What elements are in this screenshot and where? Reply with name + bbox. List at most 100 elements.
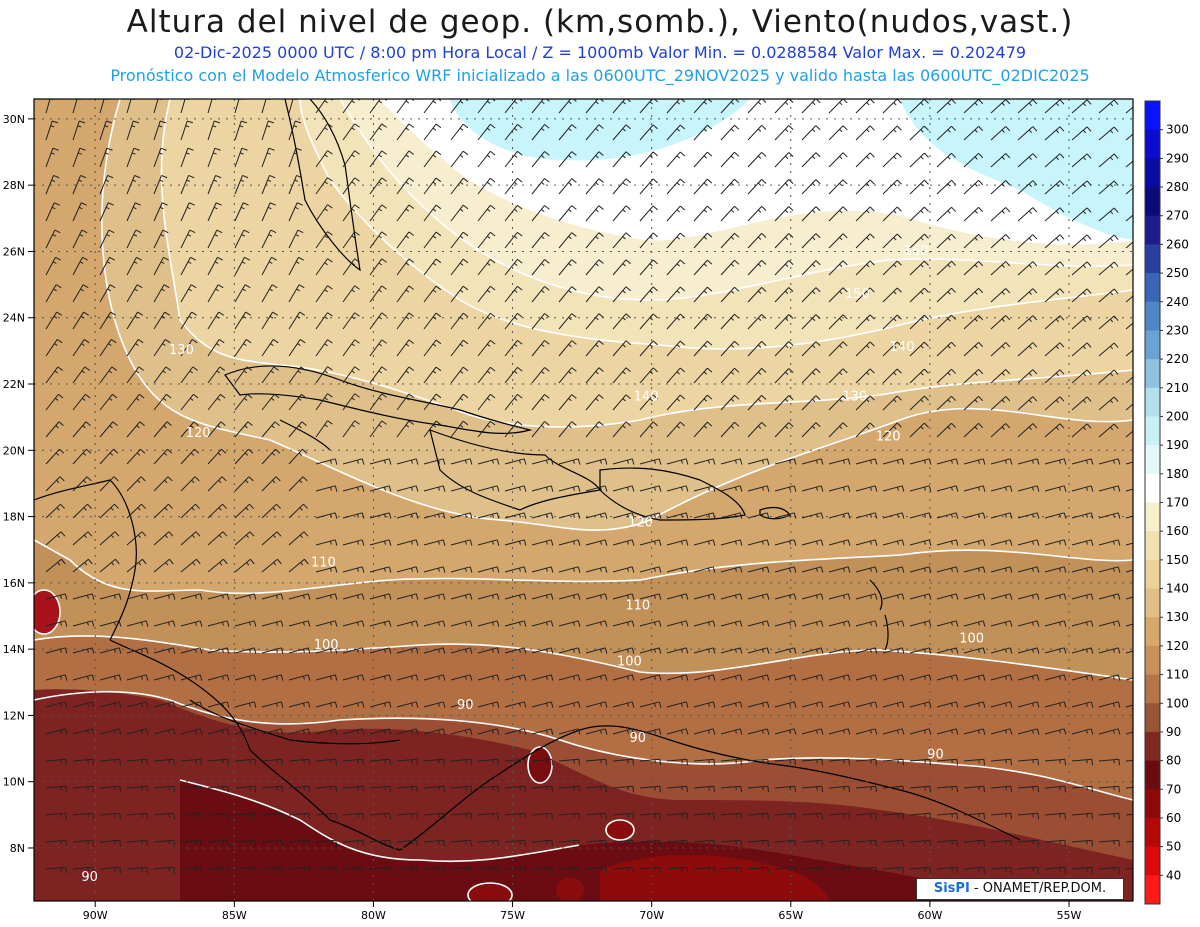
colorbar-swatch — [1145, 244, 1160, 274]
contour-label: 130 — [169, 343, 194, 358]
colorbar-swatch — [1145, 359, 1160, 389]
credit-text: - ONAMET/REP.DOM. — [969, 881, 1107, 896]
colorbar-label: 90 — [1166, 725, 1181, 739]
colorbar-swatch — [1145, 330, 1160, 360]
contour-labels: 160 150 140 140 130 130 120 120 120 110 110 100 100 1… — [81, 244, 984, 885]
contour-label: 100 — [314, 638, 339, 653]
colorbar-label: 220 — [1166, 352, 1189, 366]
lat-label-30n: 30N — [3, 113, 25, 126]
lat-label-14n: 14N — [3, 643, 25, 656]
colorbar-label: 250 — [1166, 266, 1189, 280]
lat-label-18n: 18N — [3, 511, 25, 524]
credit-box: SisPI - ONAMET/REP.DOM. — [916, 878, 1124, 900]
contour-label: 100 — [959, 632, 984, 647]
lon-label-60w: 60W — [917, 909, 942, 922]
colorbar-label: 190 — [1166, 438, 1189, 452]
latitude-labels: 30N 28N 26N 24N 22N 20N 18N 16N 14N 12N 10N 8N — [3, 113, 34, 855]
lon-label-85w: 85W — [222, 909, 247, 922]
colorbar-swatch — [1145, 215, 1160, 245]
colorbar-label: 260 — [1166, 237, 1189, 251]
contour-label: 90 — [629, 731, 646, 746]
lat-label-8n: 8N — [10, 842, 25, 855]
colorbar-swatch — [1145, 502, 1160, 532]
colorbar-label: 160 — [1166, 524, 1189, 538]
contour-label: 90 — [927, 747, 944, 762]
lat-lon-grid — [34, 99, 1133, 901]
credit-brand: SisPI — [933, 881, 970, 896]
contour-label: 110 — [311, 555, 336, 570]
colorbar-swatch — [1145, 674, 1160, 704]
colorbar-label: 280 — [1166, 180, 1189, 194]
colorbar-swatch — [1145, 473, 1160, 503]
map-frame — [33, 98, 1134, 902]
lon-label-65w: 65W — [778, 909, 803, 922]
colorbar-label: 270 — [1166, 209, 1189, 223]
colorbar-label: 180 — [1166, 467, 1189, 481]
colorbar-swatch — [1145, 789, 1160, 819]
lon-label-70w: 70W — [639, 909, 664, 922]
lat-label-22n: 22N — [3, 378, 25, 391]
colorbar-label: 100 — [1166, 696, 1189, 710]
lon-label-55w: 55W — [1057, 909, 1082, 922]
colorbar-label: 230 — [1166, 323, 1189, 337]
colorbar-label: 290 — [1166, 151, 1189, 165]
colorbar-label: 170 — [1166, 496, 1189, 510]
colorbar-label: 80 — [1166, 754, 1181, 768]
contour-label: 160 — [904, 244, 929, 259]
colorbar-swatch — [1145, 187, 1160, 217]
colorbar-label: 140 — [1166, 582, 1189, 596]
lat-label-26n: 26N — [3, 245, 25, 258]
lat-label-28n: 28N — [3, 179, 25, 192]
contour-label: 120 — [186, 426, 211, 441]
contour-label: 150 — [845, 287, 870, 302]
colorbar-swatch — [1145, 273, 1160, 303]
colorbar: 300 290 280 270 260 250 240 230 220 210 200 190 180 1… — [1144, 100, 1189, 905]
contour-label: 120 — [876, 429, 901, 444]
valid-time-line: 02-Dic-2025 0000 UTC / 8:00 pm Hora Loca… — [173, 43, 1027, 62]
lat-label-16n: 16N — [3, 577, 25, 590]
contour-label: 140 — [634, 390, 659, 405]
lon-label-90w: 90W — [83, 909, 108, 922]
lon-label-75w: 75W — [500, 909, 525, 922]
map-title: Altura del nivel de geop. (km,somb.), Vi… — [126, 4, 1074, 40]
colorbar-label: 150 — [1166, 553, 1189, 567]
colorbar-swatch — [1145, 559, 1160, 589]
contour-label: 120 — [628, 516, 653, 531]
colorbar-swatch — [1145, 588, 1160, 618]
colorbar-label: 200 — [1166, 409, 1189, 423]
colorbar-label: 70 — [1166, 782, 1181, 796]
colorbar-swatch — [1145, 760, 1160, 790]
colorbar-swatch — [1145, 531, 1160, 561]
colorbar-swatch — [1145, 158, 1160, 188]
colorbar-label: 40 — [1166, 868, 1181, 882]
lat-label-12n: 12N — [3, 709, 25, 722]
colorbar-swatch — [1145, 445, 1160, 475]
model-run-line: Pronóstico con el Modelo Atmosferico WRF… — [110, 66, 1090, 85]
lon-label-80w: 80W — [361, 909, 386, 922]
contour-label: 110 — [625, 598, 650, 613]
lat-label-24n: 24N — [3, 312, 25, 325]
geopotential-contours — [34, 99, 1133, 901]
shaded-field: 160 150 140 140 130 130 120 120 120 110 110 100 100 1… — [34, 99, 1133, 901]
colorbar-label: 50 — [1166, 840, 1181, 854]
colorbar-swatch — [1145, 617, 1160, 647]
colorbar-swatch — [1145, 645, 1160, 675]
colorbar-swatch — [1145, 817, 1160, 848]
colorbar-swatch — [1145, 101, 1160, 131]
longitude-labels: 90W 85W 80W 75W 70W 65W 60W 55W — [83, 901, 1082, 922]
wind-barbs — [45, 99, 1133, 874]
contour-label: 100 — [617, 655, 642, 670]
colorbar-label: 60 — [1166, 811, 1181, 825]
contour-label: 130 — [842, 390, 867, 405]
colorbar-swatch — [1145, 301, 1160, 331]
colorbar-label: 120 — [1166, 639, 1189, 653]
colorbar-label: 300 — [1166, 123, 1189, 137]
colorbar-label: 240 — [1166, 295, 1189, 309]
lat-label-20n: 20N — [3, 444, 25, 457]
colorbar-label: 130 — [1166, 610, 1189, 624]
contour-label: 90 — [457, 698, 474, 713]
colorbar-swatch — [1145, 703, 1160, 733]
lat-label-10n: 10N — [3, 776, 25, 789]
colorbar-swatch — [1145, 875, 1160, 905]
